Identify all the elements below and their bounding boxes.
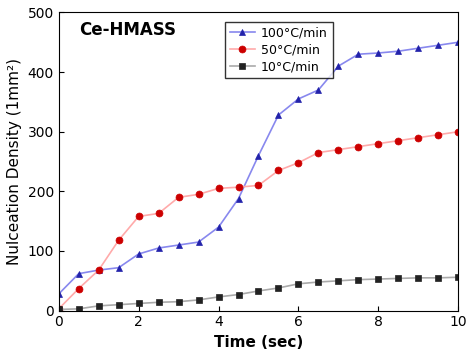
10°C/min [156, 300, 162, 305]
100°C/min [156, 246, 162, 250]
50°C/min [316, 150, 321, 155]
50°C/min [176, 195, 182, 200]
10°C/min [336, 279, 341, 283]
10°C/min [216, 295, 221, 299]
50°C/min [116, 238, 121, 242]
50°C/min [56, 307, 62, 311]
10°C/min [415, 276, 421, 280]
50°C/min [236, 185, 241, 189]
10°C/min [375, 277, 381, 281]
50°C/min [356, 145, 361, 149]
10°C/min [436, 276, 441, 280]
100°C/min [116, 266, 121, 270]
10°C/min [196, 298, 201, 302]
50°C/min [255, 183, 261, 187]
X-axis label: Time (sec): Time (sec) [214, 335, 303, 350]
100°C/min [356, 52, 361, 56]
10°C/min [356, 277, 361, 282]
10°C/min [456, 275, 461, 280]
10°C/min [76, 307, 82, 311]
50°C/min [275, 169, 281, 173]
50°C/min [136, 214, 141, 218]
100°C/min [296, 97, 301, 101]
10°C/min [255, 289, 261, 293]
10°C/min [136, 301, 141, 306]
100°C/min [96, 268, 101, 272]
100°C/min [316, 88, 321, 92]
10°C/min [116, 302, 121, 307]
100°C/min [196, 240, 201, 244]
50°C/min [375, 141, 381, 146]
50°C/min [436, 132, 441, 137]
50°C/min [395, 139, 401, 143]
100°C/min [76, 272, 82, 276]
100°C/min [255, 154, 261, 158]
50°C/min [216, 186, 221, 191]
100°C/min [176, 243, 182, 247]
50°C/min [296, 161, 301, 165]
50°C/min [336, 147, 341, 152]
10°C/min [296, 282, 301, 286]
10°C/min [395, 276, 401, 281]
100°C/min [216, 225, 221, 229]
50°C/min [156, 211, 162, 216]
100°C/min [136, 252, 141, 256]
100°C/min [415, 46, 421, 50]
10°C/min [96, 304, 101, 308]
50°C/min [456, 130, 461, 134]
10°C/min [236, 292, 241, 297]
100°C/min [395, 49, 401, 53]
10°C/min [176, 300, 182, 304]
Text: Ce-HMASS: Ce-HMASS [79, 21, 176, 39]
100°C/min [375, 51, 381, 55]
Line: 50°C/min: 50°C/min [55, 128, 462, 312]
50°C/min [415, 136, 421, 140]
100°C/min [456, 40, 461, 44]
50°C/min [96, 268, 101, 272]
Legend: 100°C/min, 50°C/min, 10°C/min: 100°C/min, 50°C/min, 10°C/min [225, 22, 333, 78]
100°C/min [236, 196, 241, 201]
100°C/min [436, 43, 441, 47]
100°C/min [56, 292, 62, 296]
Y-axis label: Nulceation Density (1mm²): Nulceation Density (1mm²) [7, 58, 22, 265]
Line: 100°C/min: 100°C/min [55, 39, 462, 297]
10°C/min [56, 307, 62, 312]
Line: 10°C/min: 10°C/min [55, 274, 462, 313]
10°C/min [316, 280, 321, 284]
50°C/min [196, 192, 201, 196]
100°C/min [275, 113, 281, 117]
10°C/min [275, 286, 281, 290]
50°C/min [76, 286, 82, 291]
100°C/min [336, 64, 341, 68]
